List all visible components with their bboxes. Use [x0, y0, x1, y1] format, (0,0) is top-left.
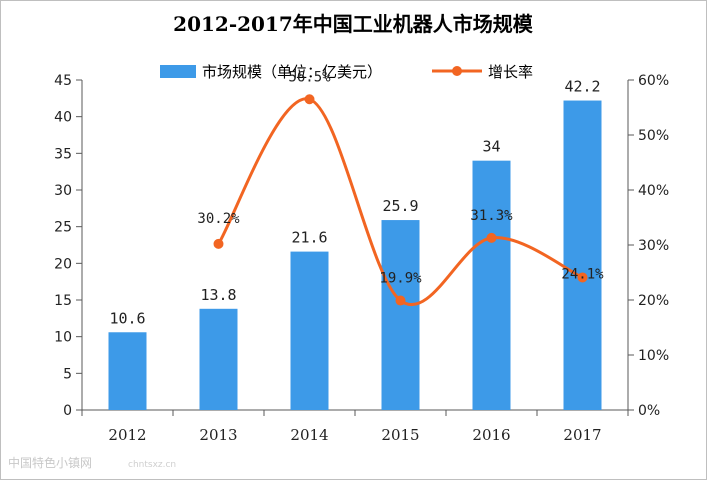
y-right-tick-label: 30%: [638, 238, 669, 254]
growth-line-path: [217, 97, 584, 306]
growth-point: [577, 272, 588, 283]
bar-value-label: 34: [482, 138, 500, 156]
bar-value-label: 25.9: [382, 197, 418, 215]
bars: [108, 100, 602, 411]
x-tick-label: 2013: [199, 426, 237, 444]
growth-value-label: 19.9%: [379, 271, 422, 287]
growth-point: [395, 295, 406, 306]
y-left-tick-label: 30: [54, 183, 72, 199]
watermark-text: 中国特色小镇网: [8, 455, 92, 470]
growth-line: [213, 94, 588, 306]
growth-value-label: 31.3%: [470, 208, 513, 224]
growth-value-label: 30.2%: [197, 211, 240, 227]
y-left-tick-label: 20: [54, 256, 72, 272]
x-tick-label: 2016: [472, 426, 510, 444]
chart-title: 2012-2017年中国工业机器人市场规模: [173, 12, 534, 36]
bar-value-label: 21.6: [291, 229, 327, 247]
bar-value-label: 10.6: [109, 309, 145, 327]
y-right-tick-label: 60%: [638, 73, 669, 89]
growth-value-label: 56.5%: [288, 69, 331, 85]
y-right-tick-label: 20%: [638, 293, 669, 309]
y-right-tick-label: 0%: [638, 403, 660, 419]
y-left-tick-label: 35: [54, 146, 72, 162]
data-labels: 10.6 13.8 21.6 25.9 34 42.2 30.2% 56.5% 19.9% 31.…: [109, 69, 604, 327]
axes: 0 5 10 15 20 25 30 35 40 45 0% 10% 20% 30% 40% 50% 60% 20…: [54, 73, 669, 444]
y-left-tick-label: 25: [54, 220, 72, 236]
legend-bar-swatch: [160, 65, 196, 78]
growth-point: [486, 232, 497, 243]
x-tick-label: 2017: [563, 426, 601, 444]
watermark-url: chntsxz.cn: [128, 460, 176, 470]
x-tick-label: 2012: [108, 426, 146, 444]
bar: [199, 308, 238, 410]
y-left-tick-label: 15: [54, 293, 72, 309]
y-left-tick-label: 40: [54, 110, 72, 126]
y-left-tick-label: 5: [63, 366, 72, 382]
growth-point: [304, 94, 315, 105]
y-left-tick-label: 0: [63, 403, 72, 419]
bar: [108, 332, 147, 410]
growth-value-label: 24.1%: [561, 266, 604, 282]
bar: [290, 251, 329, 410]
y-left-tick-label: 45: [54, 73, 72, 89]
legend-bar-label: 市场规模（单位：亿美元）: [202, 63, 382, 81]
legend-line-marker: [452, 66, 462, 76]
y-right-tick-label: 10%: [638, 348, 669, 364]
bar-value-label: 13.8: [200, 286, 236, 304]
growth-point: [213, 238, 224, 249]
x-tick-label: 2014: [290, 426, 328, 444]
bar: [472, 160, 511, 410]
legend: 市场规模（单位：亿美元） 增长率: [160, 63, 533, 81]
legend-line-label: 增长率: [488, 63, 533, 81]
x-tick-label: 2015: [381, 426, 419, 444]
y-left-tick-label: 10: [54, 330, 72, 346]
y-right-tick-label: 40%: [638, 183, 669, 199]
bar: [381, 220, 420, 410]
y-right-tick-label: 50%: [638, 128, 669, 144]
bar: [563, 100, 602, 411]
bar-value-label: 42.2: [564, 78, 600, 96]
